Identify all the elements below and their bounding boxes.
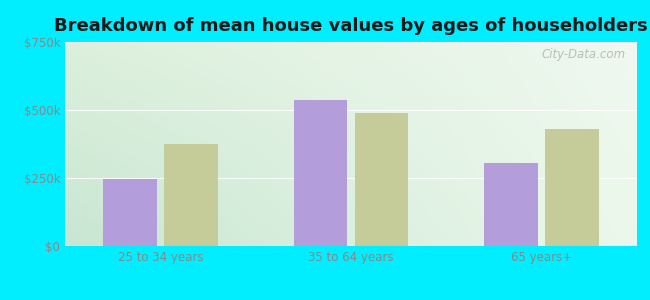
Text: City-Data.com: City-Data.com xyxy=(541,48,625,61)
Bar xyxy=(355,113,408,246)
Bar xyxy=(103,179,157,246)
Legend: Golden Beach, Maryland: Golden Beach, Maryland xyxy=(242,297,460,300)
Bar xyxy=(545,129,599,246)
Bar xyxy=(294,100,347,246)
Bar xyxy=(484,163,538,246)
Bar xyxy=(164,144,218,246)
Title: Breakdown of mean house values by ages of householders: Breakdown of mean house values by ages o… xyxy=(54,17,648,35)
